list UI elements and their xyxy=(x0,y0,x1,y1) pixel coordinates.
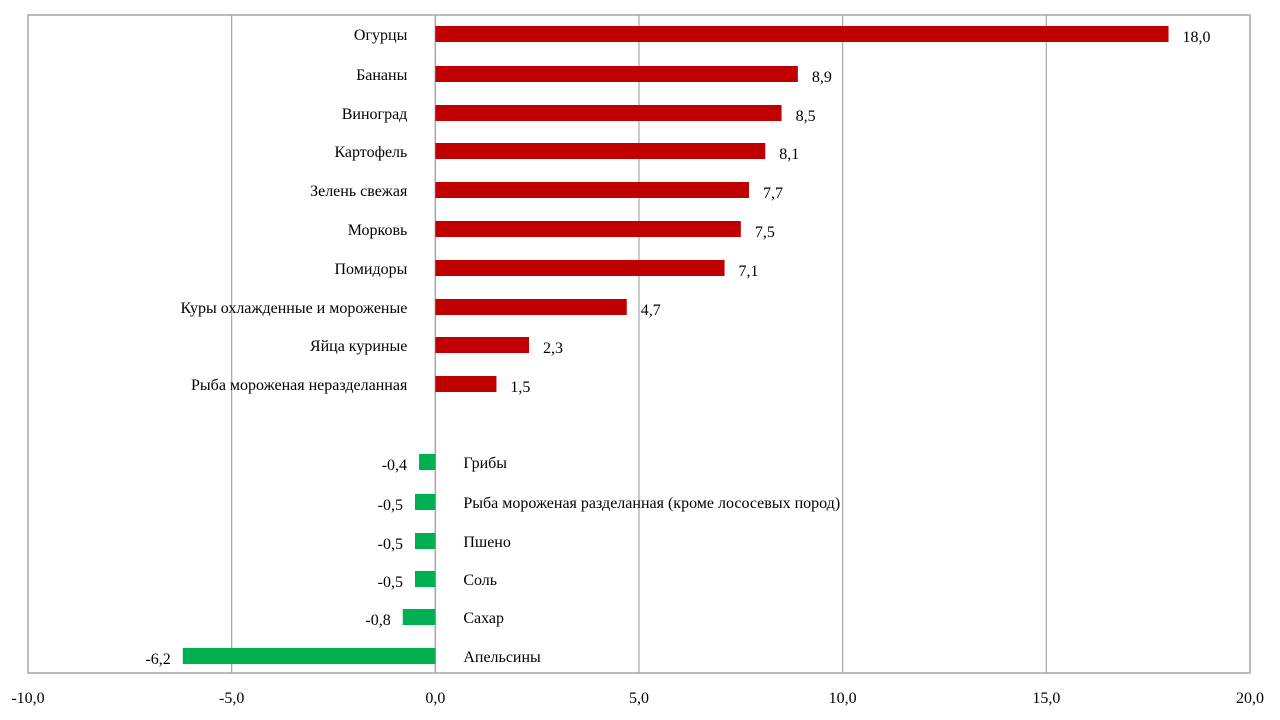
data-label: -0,8 xyxy=(365,612,390,629)
bar xyxy=(435,105,782,121)
data-label: -0,5 xyxy=(378,497,403,514)
x-tick-label: 0,0 xyxy=(425,690,445,707)
x-tick-label: 10,0 xyxy=(829,690,857,707)
bar xyxy=(435,221,741,237)
bar xyxy=(435,376,497,392)
data-label: -0,4 xyxy=(382,457,407,474)
x-tick-label: 20,0 xyxy=(1236,690,1264,707)
data-label: -0,5 xyxy=(378,574,403,591)
data-label: 4,7 xyxy=(641,302,661,319)
category-label: Виноград xyxy=(342,106,408,123)
category-label: Рыба мороженая разделанная (кроме лососе… xyxy=(463,495,840,512)
data-label: 7,1 xyxy=(739,263,759,280)
category-label: Морковь xyxy=(348,222,408,239)
category-label: Пшено xyxy=(463,534,511,551)
category-label: Соль xyxy=(463,572,497,589)
category-label: Куры охлажденные и мороженые xyxy=(181,300,408,317)
data-label: 8,5 xyxy=(796,108,816,125)
gridlines xyxy=(27,14,1251,674)
data-label: 1,5 xyxy=(510,379,530,396)
data-label: 7,7 xyxy=(763,185,783,202)
bar xyxy=(182,648,436,664)
data-label: -0,5 xyxy=(378,536,403,553)
bar xyxy=(402,609,436,625)
x-tick-label: 15,0 xyxy=(1032,690,1060,707)
x-tick-label: -10,0 xyxy=(11,690,44,707)
data-label: 7,5 xyxy=(755,224,775,241)
bar xyxy=(435,26,1169,42)
bar xyxy=(435,260,725,276)
bar xyxy=(414,533,436,549)
category-label: Помидоры xyxy=(335,261,408,278)
category-label: Огурцы xyxy=(354,27,408,44)
data-label: 8,1 xyxy=(779,146,799,163)
x-axis-ticks: -10,0 -5,0 0,0 5,0 10,0 15,0 20,0 xyxy=(11,690,1264,707)
bar xyxy=(435,143,766,159)
data-label: -6,2 xyxy=(145,651,170,668)
x-tick-label: -5,0 xyxy=(219,690,244,707)
category-labels: Огурцы Бананы Виноград Картофель Зелень свеж… xyxy=(181,27,841,666)
category-label: Апельсины xyxy=(463,649,541,666)
bars xyxy=(182,26,1169,664)
data-label: 8,9 xyxy=(812,69,832,86)
category-label: Картофель xyxy=(334,144,407,161)
x-tick-label: 5,0 xyxy=(629,690,649,707)
data-labels: 18,0 8,9 8,5 8,1 7,7 7,5 7,1 4,7 2,3 1,5 -0,4 -0,5 -… xyxy=(145,29,1210,668)
category-label: Бананы xyxy=(356,67,408,84)
data-label: 18,0 xyxy=(1183,29,1211,46)
bar xyxy=(414,494,436,510)
bar xyxy=(435,66,798,82)
bar xyxy=(435,337,530,353)
category-label: Сахар xyxy=(463,610,504,627)
data-label: 2,3 xyxy=(543,340,563,357)
category-label: Рыба мороженая неразделанная xyxy=(191,377,408,394)
bar xyxy=(414,571,436,587)
category-label: Зелень свежая xyxy=(310,183,408,200)
bar xyxy=(435,182,749,198)
bar xyxy=(419,454,436,470)
category-label: Яйца куриные xyxy=(310,338,407,355)
bar xyxy=(435,299,627,315)
category-label: Грибы xyxy=(463,455,507,472)
